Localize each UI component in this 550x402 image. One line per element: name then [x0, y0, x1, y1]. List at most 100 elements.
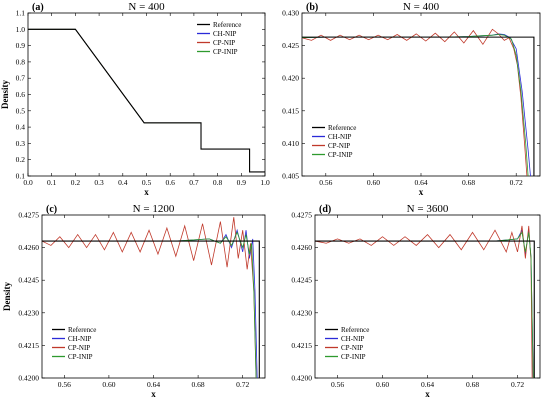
y-tick-label: 1.1: [16, 9, 26, 18]
legend-label: CP-INIP: [341, 353, 366, 361]
x-tick-label: 0.60: [376, 380, 389, 389]
x-tick-label: 0.56: [319, 178, 332, 187]
x-tick-label: 0.68: [466, 380, 479, 389]
x-tick-label: 0.6: [166, 178, 176, 187]
y-tick-label: 0.4230: [291, 308, 312, 317]
y-tick-label: 0.430: [282, 9, 299, 18]
legend-label: CP-INIP: [68, 353, 93, 361]
x-tick-label: 0.5: [142, 178, 152, 187]
x-tick-label: 0.64: [421, 380, 434, 389]
legend-label: Reference: [328, 124, 356, 132]
y-tick-label: 0.4230: [18, 308, 39, 317]
x-tick-label: 0.72: [510, 178, 523, 187]
y-tick-label: 0.9: [16, 41, 26, 50]
x-tick-label: 0.60: [102, 380, 115, 389]
legend-label: CH-NIP: [213, 30, 236, 38]
y-tick-label: 0.6: [16, 90, 26, 99]
y-tick-label: 0.4275: [291, 211, 312, 220]
y-tick-label: 0.4260: [291, 243, 312, 252]
y-tick-label: 0.410: [282, 139, 299, 148]
chart-panel-4: 0.56 0.60 0.64 0.68 0.72 0.4200 0.4215 0.4230 0.…: [291, 203, 541, 399]
x-tick-label: 0.60: [367, 178, 380, 187]
x-tick-label: 0.56: [58, 380, 71, 389]
x-axis-label: x: [419, 187, 424, 197]
series-line-reference: [42, 240, 260, 378]
legend-label: CH-NIP: [341, 335, 364, 343]
x-tick-label: 0.8: [213, 178, 223, 187]
y-tick-label: 0.4245: [18, 276, 39, 285]
chart-panel-3: 0.56 0.60 0.64 0.68 0.72 0.4200 0.4215 0.4230 0.…: [2, 203, 266, 399]
x-tick-label: 0.9: [237, 178, 247, 187]
x-tick-label: 0.72: [511, 380, 524, 389]
legend-label: CH-NIP: [328, 133, 351, 141]
y-tick-label: 0.4200: [18, 374, 39, 383]
legend-label: CP-NIP: [213, 39, 235, 47]
y-tick-label: 0.415: [282, 106, 299, 115]
chart-panel-2: 0.56 0.60 0.64 0.68 0.72 0.405 0.410 0.415 0.420…: [282, 1, 541, 197]
x-tick-label: 0.3: [94, 178, 104, 187]
y-tick-label: 0.4245: [291, 276, 312, 285]
series-line-cp-nip: [315, 225, 533, 378]
y-tick-label: 0.3: [16, 139, 26, 148]
x-tick-label: 0.68: [462, 178, 475, 187]
y-tick-label: 0.425: [282, 41, 299, 50]
panel-title: N = 3600: [407, 203, 449, 215]
legend-label: CH-NIP: [68, 335, 91, 343]
legend-label: Reference: [213, 21, 241, 29]
legend-label: Reference: [68, 326, 96, 334]
panel-title: N = 400: [128, 1, 165, 13]
y-axis-label: Density: [0, 80, 10, 109]
x-tick-label: 0.64: [414, 178, 427, 187]
y-tick-label: 0.420: [282, 74, 299, 83]
panel-label: (b): [306, 2, 318, 13]
y-tick-label: 1.0: [16, 25, 26, 34]
series-line-cp-nip: [42, 217, 257, 378]
panel-label: (a): [32, 2, 44, 13]
panel-title: N = 1200: [133, 203, 175, 215]
legend-label: CP-NIP: [68, 344, 90, 352]
x-tick-label: 1.0: [260, 178, 270, 187]
legend-label: CP-INIP: [328, 151, 353, 159]
series-line-reference: [315, 240, 535, 378]
x-tick-label: 0.4: [118, 178, 128, 187]
x-axis-label: x: [151, 389, 156, 399]
y-tick-label: 0.4200: [291, 374, 312, 383]
series-line-cp-nip: [302, 28, 528, 176]
y-tick-label: 0.7: [16, 74, 26, 83]
x-tick-label: 0.2: [71, 178, 81, 187]
x-axis-label: x: [144, 187, 149, 197]
y-tick-label: 0.5: [16, 106, 26, 115]
x-tick-label: 0.7: [189, 178, 199, 187]
x-axis-label: x: [425, 389, 430, 399]
x-tick-label: 0.72: [236, 380, 249, 389]
y-tick-label: 0.1: [16, 172, 26, 181]
x-tick-label: 0.68: [192, 380, 205, 389]
y-tick-label: 0.4260: [18, 243, 39, 252]
y-tick-label: 0.4215: [18, 341, 39, 350]
x-tick-label: 0.1: [47, 178, 57, 187]
panel-label: (d): [319, 204, 331, 215]
legend-label: Reference: [341, 326, 369, 334]
x-tick-label: 0.56: [331, 380, 344, 389]
x-tick-label: 0.0: [23, 178, 33, 187]
y-tick-label: 0.8: [16, 57, 26, 66]
x-tick-label: 0.64: [147, 380, 160, 389]
panel-label: (c): [46, 204, 57, 215]
legend-label: CP-NIP: [341, 344, 363, 352]
y-tick-label: 0.4: [16, 123, 26, 132]
y-axis-label: Density: [2, 282, 12, 311]
chart-panel-1: 0.0 0.1 0.2 0.3 0.4 0.5 0.6 0.7 0.8 0.9 1.00.10.20…: [0, 1, 270, 197]
panel-title: N = 400: [403, 1, 440, 13]
series-line-reference: [28, 28, 265, 173]
y-tick-label: 0.4275: [18, 211, 39, 220]
legend-label: CP-INIP: [213, 48, 238, 56]
legend-label: CP-NIP: [328, 142, 350, 150]
y-tick-label: 0.405: [282, 172, 299, 181]
series-line-reference: [302, 36, 535, 176]
y-tick-label: 0.2: [16, 155, 26, 164]
